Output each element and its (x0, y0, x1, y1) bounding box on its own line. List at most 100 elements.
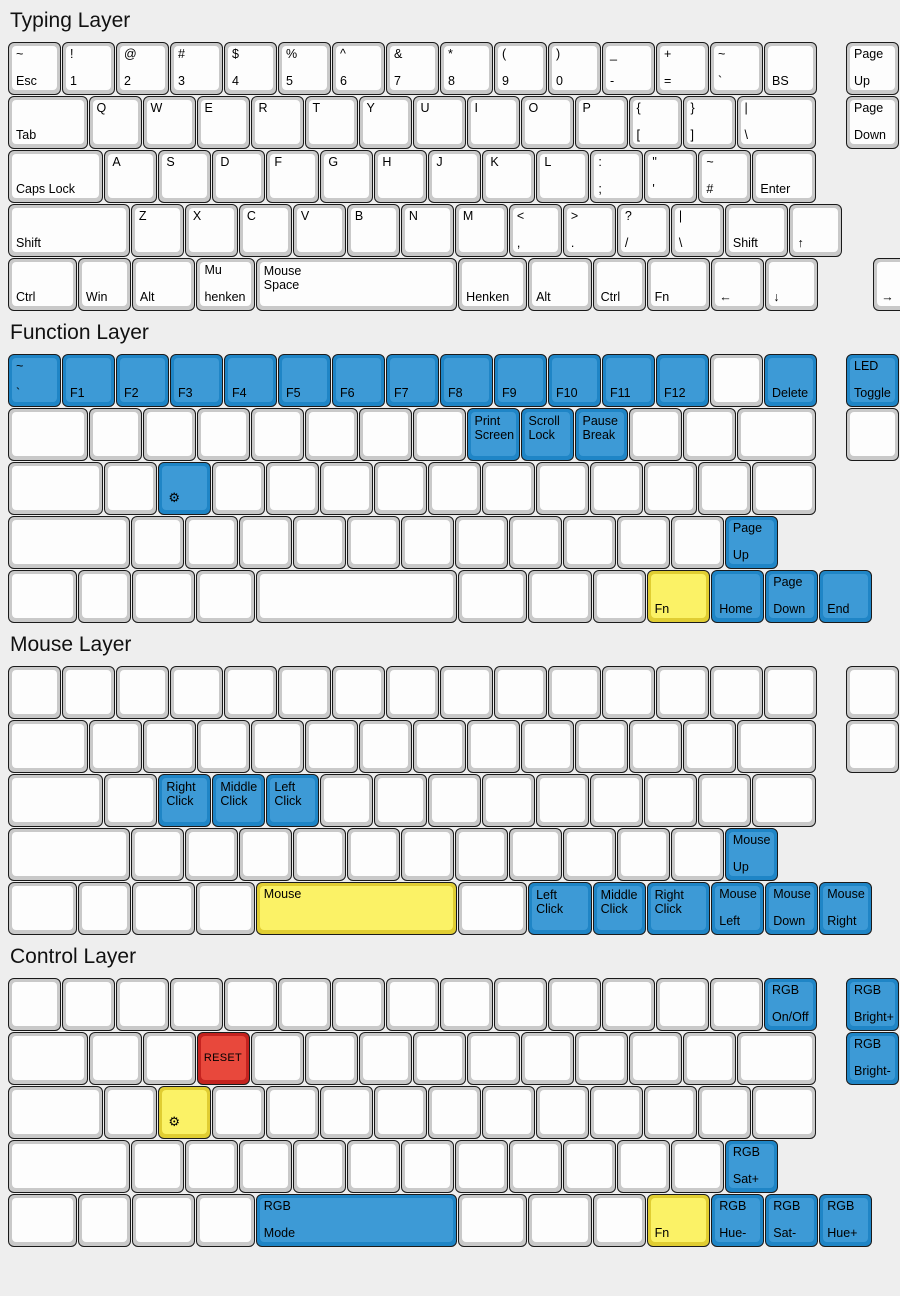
key-blank[interactable] (528, 570, 592, 623)
key-win[interactable]: Win (77, 258, 131, 311)
key-blank[interactable] (454, 828, 508, 881)
key-led-toggle[interactable]: LED Toggle (846, 354, 899, 407)
key-rgb-on-off[interactable]: RGB On/Off (764, 978, 817, 1031)
key-mouse[interactable]: Mouse (255, 882, 458, 935)
key-blank[interactable] (131, 882, 196, 935)
key-blank[interactable] (212, 462, 266, 515)
key-blank[interactable] (656, 666, 709, 719)
key-blank[interactable] (184, 1140, 238, 1193)
key-blank[interactable] (238, 516, 292, 569)
key-blank[interactable] (710, 978, 763, 1031)
key-blank[interactable] (682, 408, 736, 461)
key-blank[interactable] (8, 882, 77, 935)
key-blank[interactable] (8, 1032, 88, 1085)
key-f5[interactable]: F5 (278, 354, 331, 407)
key-blank[interactable] (670, 1140, 724, 1193)
key-blank[interactable] (644, 462, 698, 515)
key-z[interactable]: Z (130, 204, 184, 257)
key-rgb-bright[interactable]: RGB Bright- (846, 1032, 899, 1085)
key-blank[interactable] (374, 462, 428, 515)
key-blank[interactable] (130, 1140, 184, 1193)
key-blank[interactable] (292, 828, 346, 881)
key-[interactable]: >. (562, 204, 616, 257)
key-alt[interactable]: Alt (131, 258, 196, 311)
key-blank[interactable] (494, 978, 547, 1031)
key-blank[interactable] (142, 408, 196, 461)
key-blank[interactable]: ⚙ (158, 1086, 212, 1139)
key-v[interactable]: V (292, 204, 346, 257)
key-f12[interactable]: F12 (656, 354, 709, 407)
key-[interactable]: ? / (616, 204, 670, 257)
key-blank[interactable] (574, 720, 628, 773)
key-blank[interactable] (320, 774, 374, 827)
key-blank[interactable] (590, 1086, 644, 1139)
key-print-screen[interactable]: Print Screen (466, 408, 520, 461)
key-blank[interactable] (8, 1194, 77, 1247)
key-blank[interactable] (698, 774, 752, 827)
key-blank[interactable] (440, 666, 493, 719)
key-blank[interactable] (250, 1032, 304, 1085)
key-blank[interactable] (320, 1086, 374, 1139)
key-blank[interactable] (62, 666, 115, 719)
key-blank[interactable] (412, 408, 466, 461)
key-u[interactable]: U (412, 96, 466, 149)
key-blank[interactable] (374, 774, 428, 827)
key-bs[interactable]: BS (764, 42, 817, 95)
key-blank[interactable] (332, 666, 385, 719)
key-blank[interactable] (292, 1140, 346, 1193)
key-tab[interactable]: Tab (8, 96, 88, 149)
key-blank[interactable] (846, 720, 899, 773)
key-blank[interactable] (528, 1194, 592, 1247)
key-blank[interactable] (104, 774, 158, 827)
key-blank[interactable] (8, 720, 88, 773)
key-f6[interactable]: F6 (332, 354, 385, 407)
key-blank[interactable] (602, 978, 655, 1031)
key-h[interactable]: H (374, 150, 428, 203)
key-[interactable]: | \ (736, 96, 816, 149)
key-blank[interactable] (710, 354, 763, 407)
key-blank[interactable] (428, 1086, 482, 1139)
key-blank[interactable] (548, 978, 601, 1031)
key-blank[interactable] (184, 516, 238, 569)
key-page-up[interactable]: Page Up (724, 516, 778, 569)
key-reset[interactable]: RESET (196, 1032, 250, 1085)
key-blank[interactable] (266, 1086, 320, 1139)
key-blank[interactable] (670, 828, 724, 881)
key-blank[interactable] (440, 978, 493, 1031)
key-right-click[interactable]: Right Click (646, 882, 711, 935)
key-[interactable]: :; (590, 150, 644, 203)
key-blank[interactable] (346, 828, 400, 881)
key-blank[interactable] (562, 1140, 616, 1193)
key-blank[interactable] (8, 978, 61, 1031)
key-blank[interactable] (62, 978, 115, 1031)
key-blank[interactable] (386, 666, 439, 719)
key-[interactable]: }] (682, 96, 736, 149)
key-blank[interactable] (8, 516, 130, 569)
key-left-click[interactable]: Left Click (266, 774, 320, 827)
key-blank[interactable] (590, 774, 644, 827)
key-2[interactable]: @2 (116, 42, 169, 95)
key-blank[interactable] (656, 978, 709, 1031)
key-8[interactable]: * 8 (440, 42, 493, 95)
key-henken[interactable]: Henken (458, 258, 528, 311)
key-blank[interactable] (170, 978, 223, 1031)
key-x[interactable]: X (184, 204, 238, 257)
key-blank[interactable] (846, 666, 899, 719)
key-f4[interactable]: F4 (224, 354, 277, 407)
key-[interactable]: ~ ` (710, 42, 763, 95)
key-blank[interactable] (304, 720, 358, 773)
key-blank[interactable] (212, 1086, 266, 1139)
key-blank[interactable] (142, 1032, 196, 1085)
key-blank[interactable] (8, 666, 61, 719)
key-blank[interactable] (88, 1032, 142, 1085)
key-blank[interactable] (130, 516, 184, 569)
key-blank[interactable] (682, 1032, 736, 1085)
key-f3[interactable]: F3 (170, 354, 223, 407)
key-[interactable]: ~ # (698, 150, 752, 203)
key-blank[interactable] (536, 774, 590, 827)
key-blank[interactable] (131, 1194, 196, 1247)
key-page-down[interactable]: Page Down (846, 96, 899, 149)
key-fn[interactable]: Fn (646, 570, 711, 623)
key-blank[interactable] (736, 1032, 816, 1085)
key-blank[interactable] (574, 1032, 628, 1085)
